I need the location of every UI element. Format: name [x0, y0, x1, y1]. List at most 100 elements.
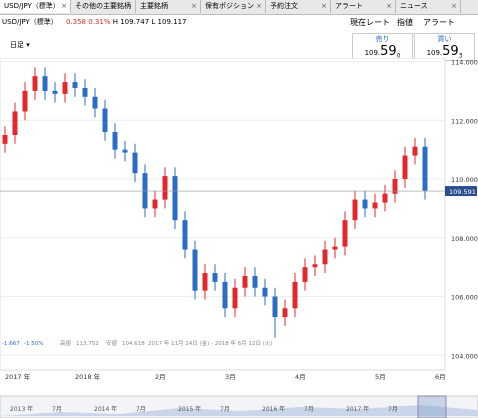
navigator-label: 2014 年 [94, 405, 117, 413]
navigator-area [0, 405, 478, 416]
navigator-label: 7月 [136, 406, 146, 413]
info-change: -1.667 [2, 341, 20, 347]
current-price-box [445, 186, 477, 197]
navigator-label: 7月 [52, 406, 62, 413]
x-tick-label: 5月 [375, 373, 386, 381]
candle-body [72, 82, 78, 88]
candle-body [202, 273, 208, 291]
candle-body [342, 220, 348, 247]
header-button[interactable]: 現在レート [350, 18, 390, 27]
rate-big: 59 [380, 44, 397, 59]
candle-body [272, 296, 278, 318]
candle-body [62, 82, 68, 94]
candle-body [152, 199, 158, 209]
info-high-label: 高値 [60, 339, 72, 347]
tab-close[interactable]: × [256, 2, 262, 10]
tab[interactable]: ニュース × [396, 0, 461, 13]
navigator-label: 2017 年 [346, 405, 369, 413]
tab-bar: USD/JPY（標準） × その他の主要銘柄 × 主要銘柄 × 保有ポジション × 予約注文 × ア… [0, 0, 478, 15]
candle-body [382, 193, 388, 203]
candle-body [282, 308, 288, 318]
candle-body [242, 275, 248, 288]
candle-body [92, 96, 98, 109]
info-high: 113.752 [76, 341, 99, 347]
x-tick-label: 6月 [435, 373, 446, 381]
tab-label: USD/JPY（標準） [4, 2, 60, 10]
tab-label: 主要銘柄 [140, 2, 168, 10]
rate-box[interactable]: 買い 109.593 [414, 33, 475, 61]
tab[interactable]: 主要銘柄 × [136, 0, 201, 13]
tab-close[interactable]: × [321, 2, 327, 10]
candle-body [2, 134, 8, 144]
tab-label: アラート [335, 2, 363, 10]
candle-body [392, 179, 398, 194]
tab-close[interactable]: × [191, 2, 197, 10]
candle-body [322, 249, 328, 265]
interval[interactable]: 日足 ▾ [10, 41, 30, 49]
header-button[interactable]: 指値 [397, 18, 413, 27]
navigator-label: 2013 年 [10, 405, 33, 413]
candle-body [102, 108, 108, 133]
info-range: 2017 年 11月 24日 (金) - 2018 年 6月 12日 (火) [148, 339, 273, 347]
candle-body [82, 87, 88, 97]
tab[interactable]: その他の主要銘柄 × [71, 0, 136, 13]
high: H 109.747 [112, 18, 150, 26]
y-tick-label: 110.000 [451, 176, 478, 184]
tab[interactable]: USD/JPY（標準） × [0, 0, 71, 13]
x-tick-label: 3月 [225, 373, 236, 381]
candle-body [182, 220, 188, 250]
candle-body [422, 146, 428, 191]
navigator-label: 2015 年 [178, 405, 201, 413]
candle-body [52, 90, 58, 94]
symbol: USD/JPY（標準） [2, 18, 58, 26]
navigator-label: 7月 [304, 406, 314, 413]
candle-body [402, 155, 408, 180]
tab-close[interactable]: × [386, 2, 392, 10]
current-price-label: 109.591 [449, 188, 476, 196]
candle-body [172, 176, 178, 221]
tab[interactable]: アラート × [331, 0, 396, 13]
tab[interactable]: 予約注文 × [266, 0, 331, 13]
candle-body [42, 76, 48, 91]
candle-body [332, 246, 338, 250]
candle-body [292, 281, 298, 309]
tab-close[interactable]: × [61, 2, 67, 10]
candle-body [252, 275, 258, 288]
candle-body [232, 287, 238, 309]
tab-close[interactable]: × [451, 2, 457, 10]
candle-body [412, 146, 418, 156]
candle-body [352, 199, 358, 221]
info-low-label: 安値 [106, 339, 118, 347]
tab[interactable]: 保有ポジション × [201, 0, 266, 13]
navigator-label: 2016 年 [262, 405, 285, 413]
candle-body [372, 202, 378, 209]
rate-big: 59 [442, 44, 459, 59]
y-tick-label: 106.000 [451, 294, 478, 302]
rate-box[interactable]: 売り 109.590 [352, 33, 413, 61]
y-tick-label: 108.000 [451, 235, 478, 243]
candle-body [302, 267, 308, 282]
tab-label: その他の主要銘柄 [75, 2, 131, 10]
header-button[interactable]: アラート [423, 18, 455, 27]
plot-area [0, 58, 446, 371]
candle-body [312, 264, 318, 268]
change-pct: 0.31% [88, 18, 111, 26]
change: 0.358 [65, 18, 87, 26]
low: L 109.117 [151, 18, 187, 26]
navigator-label: 7月 [220, 406, 230, 413]
rate-prefix: 109. [426, 49, 443, 57]
tab-label: 予約注文 [270, 2, 298, 10]
candle-body [212, 273, 218, 282]
rate-label: 買い [437, 35, 452, 43]
candle-body [362, 199, 368, 209]
navigator-window[interactable] [417, 395, 447, 418]
chart: 104.000 106.000 108.000 110.000 112.000 114.0… [0, 58, 478, 418]
tab-close[interactable]: × [126, 2, 132, 10]
tab-label: ニュース [400, 2, 428, 10]
symbol-row: USD/JPY（標準） 0.358 0.31% H 109.747 L 109.… [2, 17, 186, 27]
candle-body [132, 152, 138, 174]
info-change-pct: -1.50% [24, 341, 43, 347]
interval-label: 日足 [10, 41, 24, 49]
candle-body [32, 76, 38, 91]
